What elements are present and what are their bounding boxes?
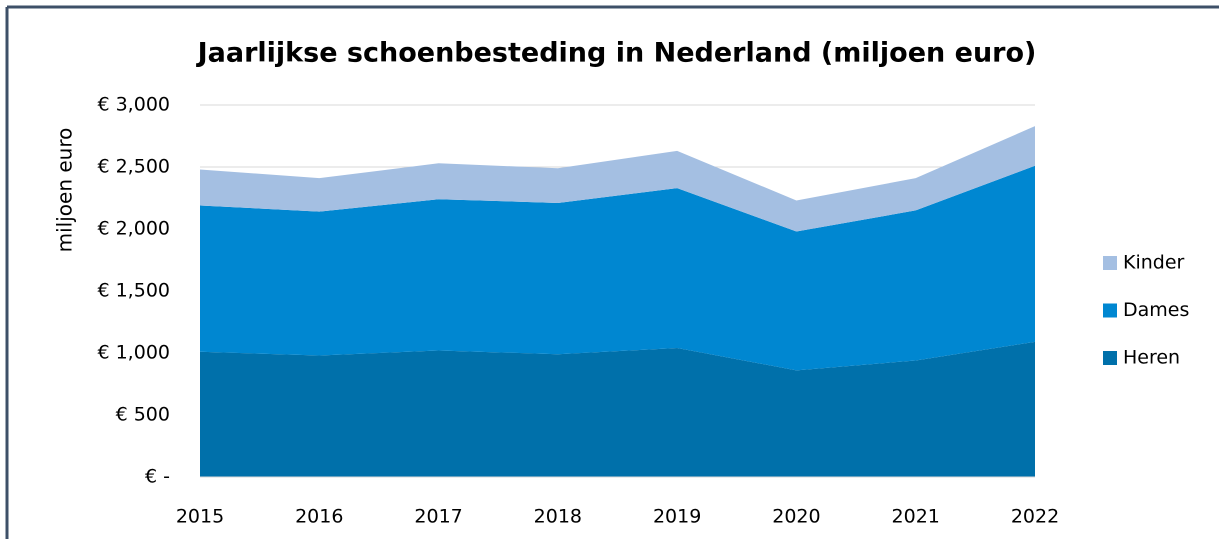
legend-swatch [1103,256,1117,270]
y-tick-label: € - [145,466,170,488]
y-tick-label: € 500 [116,404,170,426]
y-tick-label: € 2,000 [97,218,170,240]
legend-label: Dames [1123,299,1189,321]
legend-label: Kinder [1123,252,1185,274]
chart-title: Jaarlijkse schoenbesteding in Nederland … [196,38,1037,69]
area [200,126,1035,232]
legend-swatch [1103,303,1117,318]
x-tick-label: 2018 [534,506,582,528]
x-tick-label: 2019 [653,506,701,528]
legend-swatch [1103,351,1117,365]
y-tick-label: € 1,500 [97,280,170,302]
x-tick-label: 2021 [892,506,940,528]
y-tick-label: € 1,000 [97,342,170,364]
y-tick-label: € 3,000 [97,94,170,116]
x-tick-label: 2015 [176,506,224,528]
x-tick-label: 2022 [1011,506,1059,528]
x-tick-label: 2020 [772,506,820,528]
y-tick-label: € 2,500 [97,156,170,178]
area [200,341,1035,477]
legend-label: Heren [1123,347,1180,369]
y-axis-label: miljoen euro [53,128,77,253]
area [200,165,1035,371]
x-tick-label: 2017 [414,506,462,528]
x-tick-label: 2016 [295,506,343,528]
